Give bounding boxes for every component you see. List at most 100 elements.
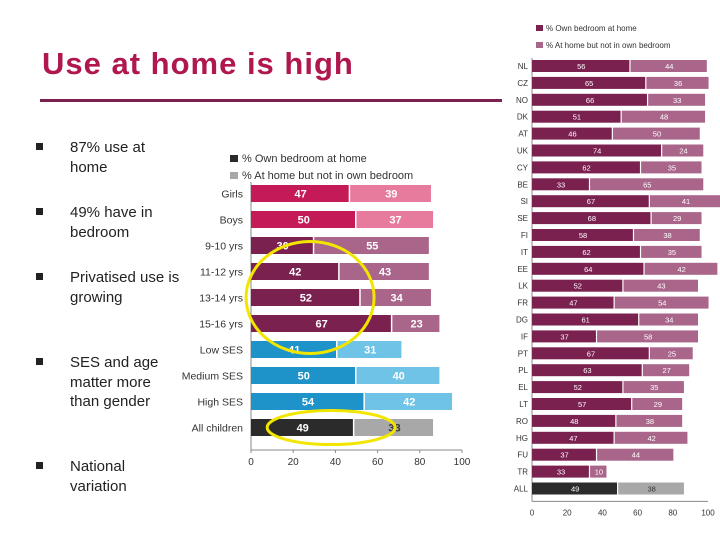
bar-segment [621,110,706,123]
data-label: 50 [653,130,661,139]
bullet-marker-icon [36,462,43,469]
bar-segment [251,211,355,228]
data-label: 29 [673,214,681,223]
bar-segment [616,414,683,427]
bar-segment [339,263,429,280]
category-label: SI [520,197,528,206]
data-label: 52 [574,383,582,392]
category-label: EE [517,265,528,274]
bullet-text: SES and age matter more than gender [70,354,159,410]
category-label: Girls [221,189,243,201]
legend-swatch [536,42,543,48]
bar-segment [532,364,642,377]
bar-segment [532,245,640,258]
bar-segment [532,161,640,174]
category-label: Medium SES [182,371,243,383]
data-label: 66 [586,96,594,105]
data-label: 44 [632,451,640,460]
bullet-marker-icon [36,273,43,280]
data-label: 42 [403,397,415,409]
data-label: 49 [571,485,579,494]
bar-segment [532,465,589,478]
data-label: 38 [663,231,671,240]
data-label: 24 [679,147,687,156]
bar-segment [623,279,698,292]
bar-segment [639,313,698,326]
x-tick-label: 80 [414,457,426,468]
x-tick-label: 60 [372,457,384,468]
category-label: Low SES [200,345,243,357]
bar-segment [532,262,644,275]
legend-label: % At home but not in own bedroom [242,170,413,182]
legend-label: % Own bedroom at home [242,153,367,165]
bar-segment [532,144,662,157]
bar-segment [532,76,646,89]
bar-segment [360,289,431,306]
data-label: 47 [569,299,577,308]
data-label: 50 [298,371,310,383]
data-label: 36 [674,79,682,88]
bar-segment [532,229,633,241]
data-label: 41 [682,197,690,206]
category-label: BE [517,180,528,189]
data-label: 65 [585,79,593,88]
data-label: 42 [289,267,301,279]
bar-segment [612,127,700,140]
bar-segment [532,313,639,326]
data-label: 38 [646,417,654,426]
data-label: 42 [648,434,656,443]
bar-segment [392,315,440,332]
x-tick-label: 80 [668,508,677,517]
category-label: UK [517,147,529,156]
bullet-text: 87% use at home [70,139,146,176]
bar-segment [532,110,621,123]
bar-segment [356,211,434,228]
category-label: 13-14 yrs [199,293,243,305]
highlight-ellipse [244,240,376,355]
bar-segment [644,262,718,275]
data-label: 62 [582,248,590,257]
category-label: NO [516,96,528,105]
x-tick-label: 40 [330,457,342,468]
data-label: 62 [582,163,590,172]
bar-segment [614,296,709,309]
bullet-text: Privatised use is growing [70,269,180,306]
bar-segment [648,93,706,106]
page-title: Use at home is high [42,46,354,81]
data-label: 35 [668,163,676,172]
data-label: 34 [665,316,673,325]
data-label: 50 [298,215,310,227]
data-label: 25 [668,349,676,358]
data-label: 67 [316,319,328,331]
data-label: 35 [650,383,658,392]
category-label: LT [519,400,528,409]
data-label: 40 [393,371,405,383]
bar-segment [532,482,618,495]
category-label: CZ [517,79,528,88]
data-label: 33 [557,468,565,477]
data-label: 43 [657,282,665,291]
bar-segment [597,448,674,461]
bar-segment [532,296,614,309]
bar-segment [590,465,607,478]
x-tick-label: 100 [454,457,471,468]
bar-segment [651,212,702,225]
category-label: High SES [197,397,243,409]
bar-segment [251,289,360,306]
x-tick-label: 0 [248,457,254,468]
bar-segment [356,367,440,384]
category-label: FU [517,451,528,460]
category-label: 11-12 yrs [200,267,243,279]
bar-segment [532,60,630,72]
x-tick-label: 20 [563,508,572,517]
bar-segment [630,60,707,72]
legend-swatch [230,155,238,162]
category-label: PL [518,366,528,375]
bar-segment [251,315,391,332]
data-label: 55 [366,241,378,253]
highlight-ellipse [265,409,397,446]
data-label: 57 [578,400,586,409]
category-label: SE [517,214,528,223]
bar-segment [532,431,614,444]
bar-segment [614,431,688,444]
